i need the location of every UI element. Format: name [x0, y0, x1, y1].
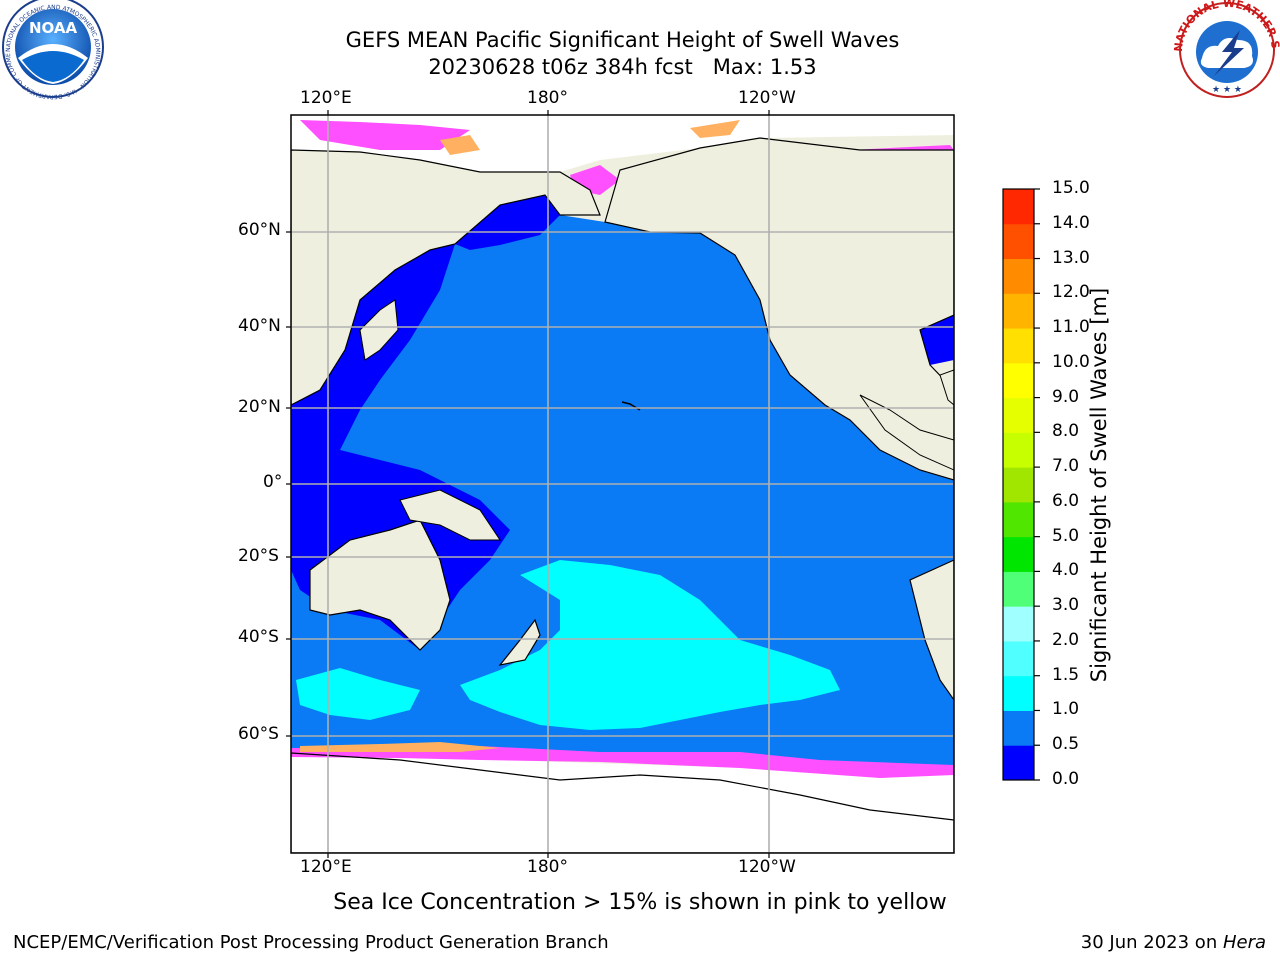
lon-label-top-120e: 120°E [300, 88, 352, 108]
svg-text:★ ★ ★: ★ ★ ★ [1212, 85, 1242, 95]
colorbar-tick-label: 12.0 [1052, 282, 1090, 303]
colorbar-segment [1003, 467, 1034, 503]
map-area [291, 115, 954, 853]
lon-label-bottom-180: 180° [527, 857, 568, 877]
colorbar-frame [1002, 188, 1035, 781]
colorbar-segment [1003, 397, 1034, 433]
colorbar-tick-label: 4.0 [1052, 560, 1080, 581]
sea-ice-caption: Sea Ice Concentration > 15% is shown in … [333, 890, 947, 915]
nws-logo: NATIONAL WEATHER SERVICE ★ ★ ★ [0, 0, 1280, 98]
sea-ice-edge-north-west [300, 120, 470, 150]
land-north-america [604, 137, 954, 481]
lon-label-bottom-120w: 120°W [738, 857, 796, 877]
colorbar-segment [1003, 606, 1034, 642]
colorbar-tick-label: 14.0 [1052, 212, 1090, 233]
colorbar-tick-label: 11.0 [1052, 317, 1090, 338]
land-japan [359, 299, 399, 361]
colorbar-segment [1003, 501, 1034, 538]
nws-ring-text: NATIONAL WEATHER SERVICE [0, 0, 1280, 52]
lat-label-0: 0° [263, 472, 283, 492]
colorbar-label: Significant Height of Swell Waves [m] [1087, 287, 1111, 683]
colorbar-tick-label: 6.0 [1052, 490, 1080, 511]
lon-label-top-120w: 120°W [738, 88, 796, 108]
colorbar-segment [1003, 710, 1034, 746]
colorbar-segment [1003, 432, 1034, 468]
colorbar-tick-label: 15.0 [1052, 178, 1090, 198]
land-new-guinea [399, 489, 501, 541]
colorbar-tick-label: 2.0 [1052, 629, 1080, 650]
footer-date: 30 Jun 2023 on Hera [1081, 932, 1266, 953]
colorbar-segment [1003, 293, 1034, 329]
lon-label-top-180: 180° [527, 88, 568, 108]
colorbar-tick-label: 13.0 [1052, 247, 1090, 268]
noaa-logo-text: NOAA [29, 19, 78, 37]
colorbar-segment [1003, 675, 1034, 711]
map-ticks [286, 110, 770, 858]
land-new-zealand [498, 618, 541, 666]
lat-label-20s: 20°S [238, 546, 279, 566]
lat-label-60s: 60°S [238, 724, 279, 744]
lat-label-20n: 20°N [238, 397, 281, 417]
footer-host: Hera [1222, 932, 1266, 953]
svg-text:NATIONAL WEATHER SERVICE: NATIONAL WEATHER SERVICE [0, 0, 1280, 52]
colorbar-tick-label: 8.0 [1052, 421, 1080, 442]
ocean-swell-0-0_5-bering [455, 195, 560, 250]
colorbar-segment [1003, 258, 1034, 294]
sea-ice-edge-south [291, 746, 954, 778]
colorbar-tick-label: 1.0 [1052, 699, 1080, 720]
colorbar-segment [1003, 189, 1034, 225]
colorbar-tick-label: 3.0 [1052, 595, 1080, 616]
land-asia [291, 149, 601, 406]
colorbar-tick-label: 5.0 [1052, 525, 1080, 546]
ocean-swell-1_0-1_5-southern-ocean [296, 668, 420, 720]
coast-antarctica [291, 752, 954, 853]
map-title-line1: GEFS MEAN Pacific Significant Height of … [345, 28, 900, 52]
sea-ice-edge-north-orange [690, 120, 740, 138]
footer-producer: NCEP/EMC/Verification Post Processing Pr… [13, 932, 609, 953]
noaa-logo: NATIONAL OCEANIC AND ATMOSPHERIC ADMINIS… [0, 0, 104, 100]
lat-label-60n: 60°N [238, 220, 281, 240]
sea-ice-edge-south-orange [300, 742, 500, 752]
colorbar-tick-label: 0.5 [1052, 734, 1080, 755]
map-title-line2: 20230628 t06z 384h fcst Max: 1.53 [428, 55, 817, 79]
colorbar-tick-label: 1.5 [1052, 664, 1080, 685]
colorbar-tick-label: 7.0 [1052, 456, 1080, 477]
colorbar-segment [1003, 571, 1034, 607]
antarctic-ice [291, 753, 954, 853]
colorbar-segment [1003, 745, 1034, 781]
colorbar-segment [1003, 536, 1034, 572]
lat-label-40n: 40°N [238, 316, 281, 336]
ocean-swell-1_0-1_5-south-pacific [460, 560, 840, 730]
ocean-swell-0_5-1_0 [291, 215, 954, 775]
land-south-america [909, 559, 954, 702]
land-australia [309, 519, 451, 651]
colorbar-tick-label: 0.0 [1052, 769, 1080, 789]
colorbar-tick-label: 10.0 [1052, 351, 1090, 372]
colorbar-tick-label: 9.0 [1052, 386, 1080, 407]
lon-label-bottom-120e: 120°E [300, 857, 352, 877]
colorbar-segment [1003, 328, 1034, 364]
colorbar-segment [1003, 223, 1034, 260]
colorbar-segment [1003, 362, 1034, 399]
colorbar [1003, 188, 1040, 781]
land-central-america [859, 394, 954, 471]
gridlines [291, 115, 954, 853]
land-florida [939, 369, 954, 406]
lat-label-40s: 40°S [238, 627, 279, 647]
colorbar-segment [1003, 640, 1034, 677]
sea-ice-edge-north-orange-2 [440, 135, 480, 155]
footer-date-text: 30 Jun 2023 on [1080, 932, 1223, 953]
